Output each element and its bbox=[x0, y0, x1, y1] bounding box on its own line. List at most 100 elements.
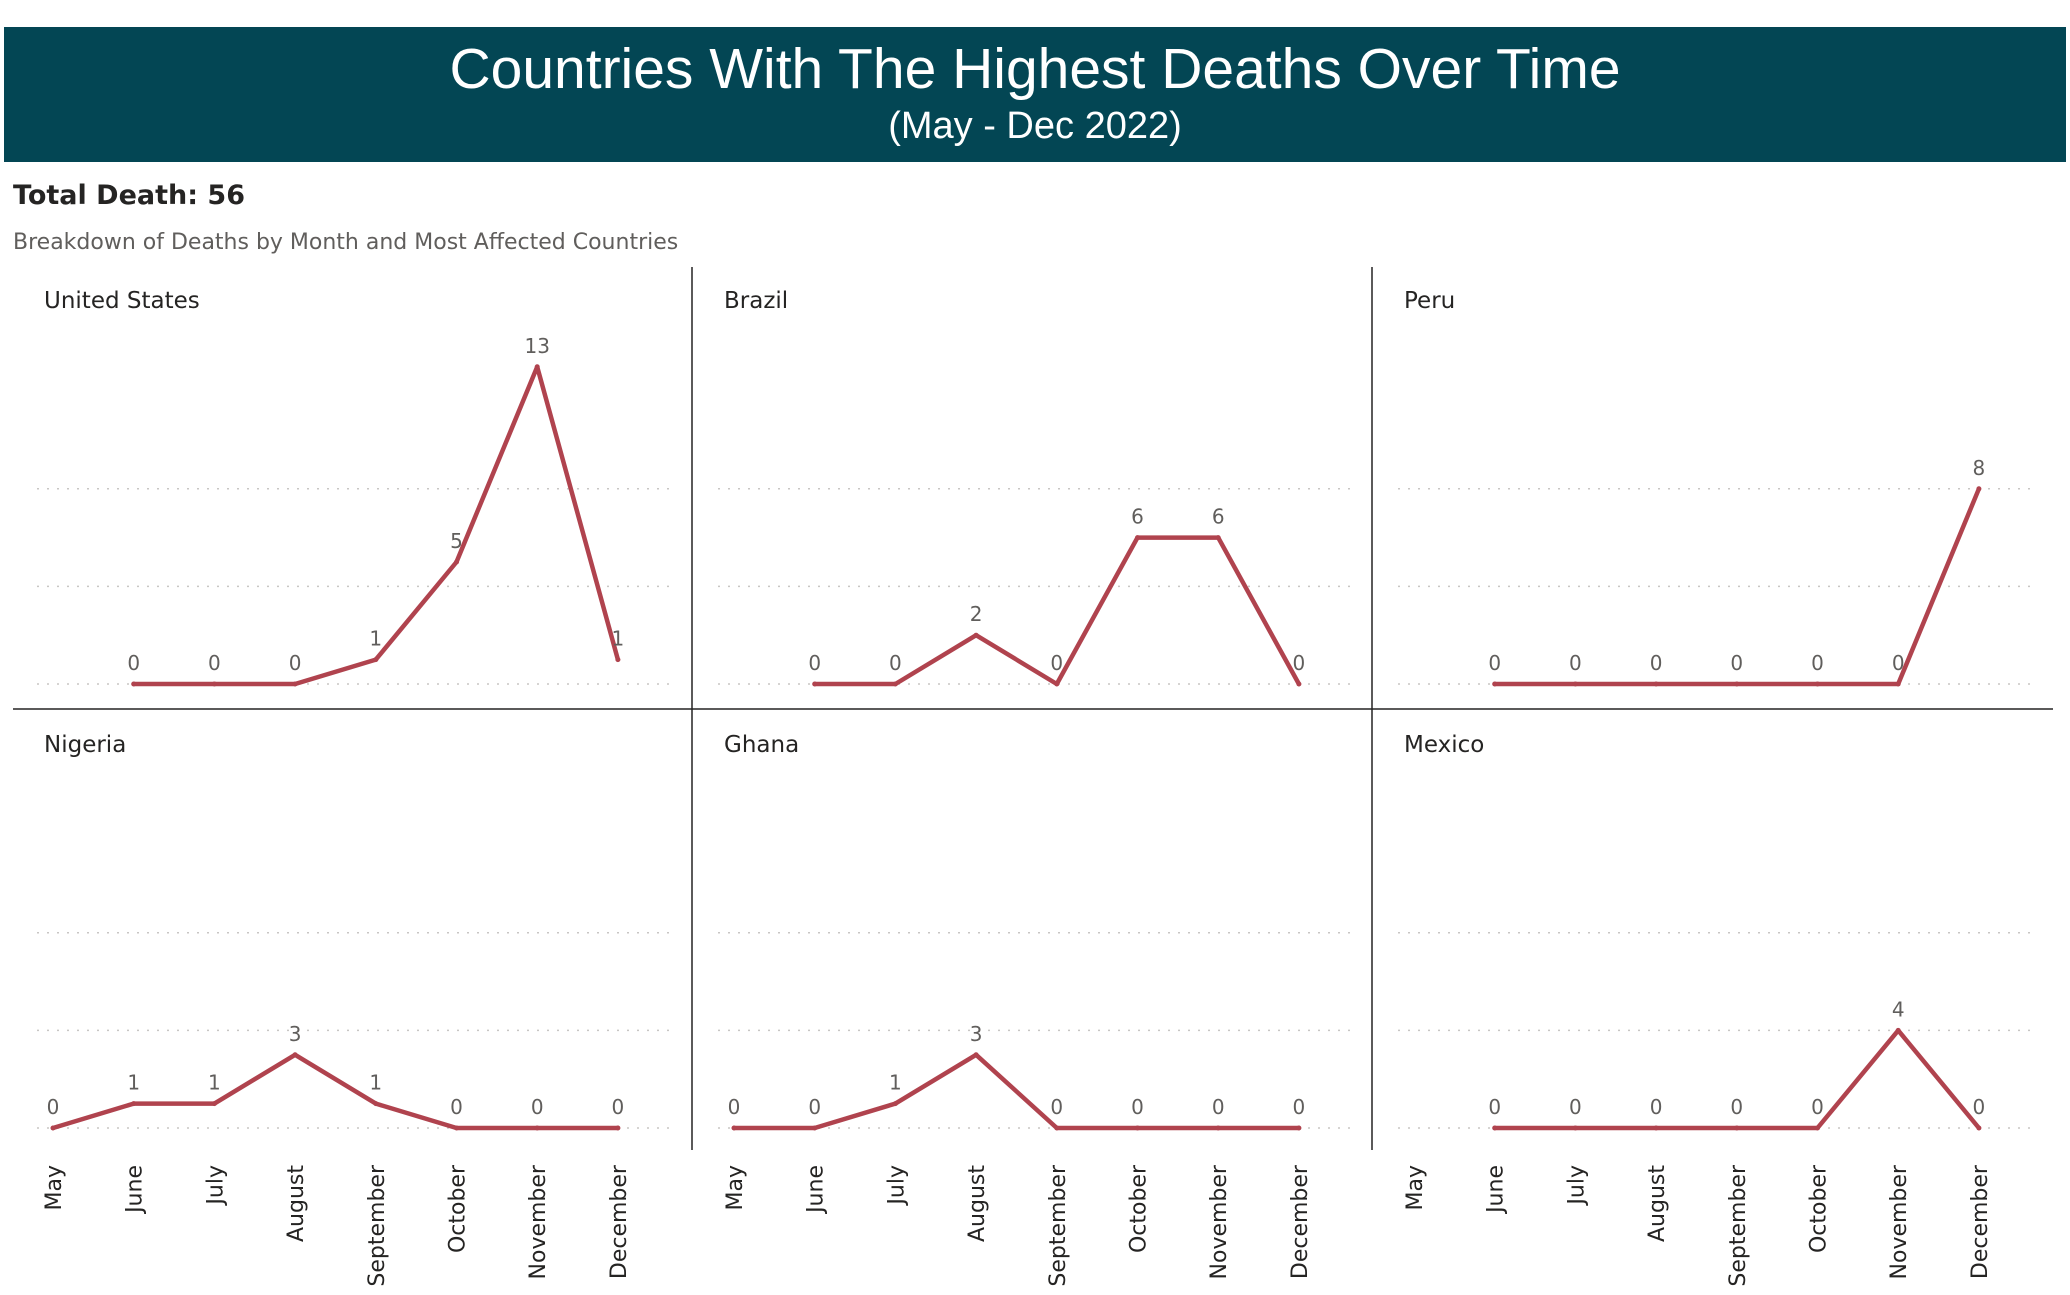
x-tick-label: August bbox=[284, 1165, 309, 1242]
data-label: 0 bbox=[1973, 1095, 1986, 1119]
data-point bbox=[373, 657, 379, 663]
data-point bbox=[812, 1125, 818, 1131]
total-deaths: Total Death: 56 bbox=[13, 180, 246, 211]
data-point bbox=[973, 1052, 979, 1058]
x-tick-label: December bbox=[607, 1164, 632, 1279]
x-tick-label: November bbox=[1207, 1164, 1232, 1279]
x-tick-label: August bbox=[1645, 1165, 1670, 1242]
x-tick-label: June bbox=[123, 1165, 148, 1215]
data-label: 0 bbox=[1892, 651, 1905, 675]
title-banner: Countries With The Highest Deaths Over T… bbox=[4, 27, 2066, 162]
data-label: 8 bbox=[1973, 456, 1986, 480]
data-label: 0 bbox=[47, 1095, 60, 1119]
data-label: 2 bbox=[970, 602, 983, 626]
data-point bbox=[454, 559, 459, 565]
data-label: 0 bbox=[450, 1095, 463, 1119]
data-point bbox=[1054, 681, 1060, 687]
x-tick-label: September bbox=[1726, 1164, 1751, 1287]
data-point bbox=[615, 657, 621, 663]
data-point bbox=[1492, 681, 1498, 687]
panel-title-mexico: Mexico bbox=[1404, 732, 1484, 758]
panel-title-united-states: United States bbox=[44, 288, 200, 314]
data-label: 0 bbox=[289, 651, 302, 675]
data-label: 0 bbox=[1050, 1095, 1063, 1119]
data-label: 0 bbox=[1131, 1095, 1144, 1119]
x-tick-label: October bbox=[1807, 1164, 1832, 1253]
data-label: 0 bbox=[1488, 651, 1501, 675]
data-point bbox=[1296, 1125, 1302, 1131]
x-tick-label: October bbox=[446, 1164, 471, 1253]
x-tick-label: June bbox=[804, 1165, 829, 1215]
data-point bbox=[454, 1125, 459, 1131]
panel-title-peru: Peru bbox=[1404, 288, 1455, 314]
data-point bbox=[1895, 1027, 1901, 1033]
data-label: 1 bbox=[208, 1071, 221, 1095]
data-point bbox=[1572, 681, 1578, 687]
data-label: 0 bbox=[612, 1095, 625, 1119]
data-point bbox=[373, 1101, 379, 1107]
data-point bbox=[1734, 1125, 1740, 1131]
x-tick-label: November bbox=[1887, 1164, 1912, 1279]
data-point bbox=[1734, 681, 1740, 687]
data-point bbox=[1215, 1125, 1221, 1131]
x-tick-label: November bbox=[526, 1164, 551, 1279]
data-point bbox=[534, 1125, 540, 1131]
data-label: 0 bbox=[808, 651, 821, 675]
x-tick-label: December bbox=[1968, 1164, 1993, 1279]
data-point bbox=[892, 1101, 898, 1107]
x-tick-label: December bbox=[1288, 1164, 1313, 1279]
data-point bbox=[812, 681, 818, 687]
data-point bbox=[1653, 681, 1659, 687]
data-label: 13 bbox=[524, 334, 549, 358]
series-line-ghana bbox=[731, 1052, 1302, 1131]
data-point bbox=[1895, 681, 1901, 687]
data-label: 6 bbox=[1131, 505, 1144, 529]
data-point bbox=[50, 1125, 56, 1131]
data-point bbox=[973, 632, 979, 638]
data-point bbox=[1815, 1125, 1820, 1131]
data-point bbox=[534, 364, 540, 370]
data-label: 0 bbox=[127, 651, 140, 675]
data-point bbox=[892, 681, 898, 687]
data-label: 1 bbox=[369, 627, 382, 651]
data-label: 0 bbox=[1293, 651, 1306, 675]
data-point bbox=[1976, 486, 1982, 492]
data-label: 0 bbox=[1050, 651, 1063, 675]
x-tick-label: July bbox=[1564, 1165, 1589, 1207]
data-label: 0 bbox=[1569, 1095, 1582, 1119]
x-tick-label: September bbox=[1046, 1164, 1071, 1287]
x-tick-label: October bbox=[1127, 1164, 1152, 1253]
data-point bbox=[1296, 681, 1302, 687]
x-tick-label: May bbox=[42, 1165, 67, 1210]
data-label: 0 bbox=[1488, 1095, 1501, 1119]
x-tick-label: July bbox=[884, 1165, 909, 1207]
data-label: 0 bbox=[1212, 1095, 1225, 1119]
breakdown-caption: Breakdown of Deaths by Month and Most Af… bbox=[13, 230, 679, 255]
x-tick-label: August bbox=[965, 1165, 990, 1242]
panel-title-brazil: Brazil bbox=[724, 288, 788, 314]
data-label: 1 bbox=[369, 1071, 382, 1095]
x-tick-label: May bbox=[723, 1165, 748, 1210]
data-label: 1 bbox=[612, 627, 625, 651]
data-point bbox=[1572, 1125, 1578, 1131]
x-tick-label: July bbox=[203, 1165, 228, 1207]
chart-subtitle: (May - Dec 2022) bbox=[888, 105, 1182, 147]
data-point bbox=[131, 1101, 137, 1107]
data-label: 5 bbox=[450, 529, 463, 553]
x-tick-label: June bbox=[1484, 1165, 1509, 1215]
data-label: 4 bbox=[1892, 997, 1905, 1021]
data-point bbox=[731, 1125, 737, 1131]
data-label: 0 bbox=[889, 651, 902, 675]
data-label: 6 bbox=[1212, 505, 1225, 529]
data-label: 0 bbox=[1293, 1095, 1306, 1119]
data-point bbox=[1135, 535, 1140, 541]
data-point bbox=[1492, 1125, 1498, 1131]
x-tick-label: May bbox=[1403, 1165, 1428, 1210]
data-label: 0 bbox=[1569, 651, 1582, 675]
data-point bbox=[211, 681, 217, 687]
data-label: 3 bbox=[289, 1022, 302, 1046]
x-tick-label: September bbox=[365, 1164, 390, 1287]
data-label: 0 bbox=[208, 651, 221, 675]
data-label: 0 bbox=[1650, 651, 1663, 675]
